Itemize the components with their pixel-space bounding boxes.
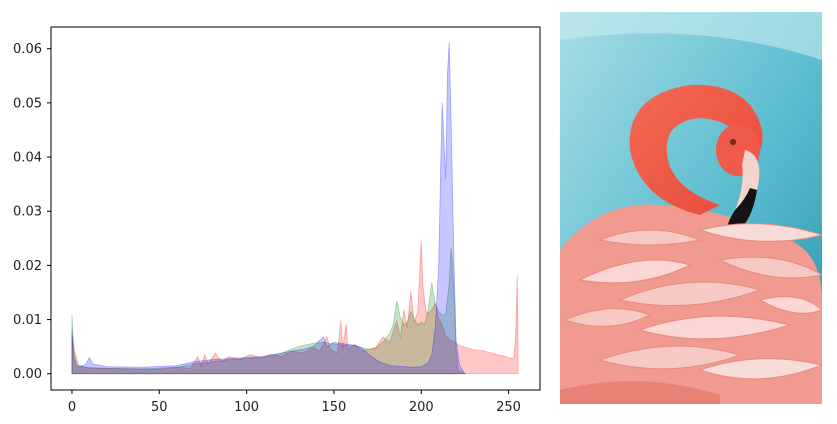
plot-frame (50, 26, 541, 391)
x-tick-label: 250 (496, 400, 521, 415)
flamingo-eye (729, 138, 737, 146)
x-axis: 0 50 100 150 200 250 (68, 390, 521, 415)
y-tick-label: 0.01 (13, 313, 42, 328)
feather-shadow (560, 381, 720, 404)
y-tick-label: 0.05 (13, 96, 42, 111)
y-tick-label: 0.04 (13, 151, 42, 166)
y-tick-label: 0.03 (13, 205, 42, 220)
y-tick-label: 0.02 (13, 259, 42, 274)
y-tick-label: 0.06 (13, 42, 42, 57)
histogram-series-2 (71, 42, 466, 375)
flamingo-neck-icon (629, 84, 763, 215)
feather-group (563, 223, 822, 380)
histogram-chart: 0 50 100 150 200 250 0.00 0.01 0.02 0.03 0.04 0.05… (13, 26, 541, 415)
x-tick-label: 150 (322, 400, 347, 415)
flamingo-photo (560, 12, 822, 404)
x-tick-label: 0 (68, 400, 76, 415)
x-tick-label: 50 (151, 400, 168, 415)
y-tick-label: 0.00 (13, 367, 42, 382)
histogram-series-1 (71, 248, 467, 375)
sky-haze (560, 12, 822, 60)
histogram-series-0 (71, 240, 519, 375)
series-layer (71, 42, 519, 375)
y-axis: 0.00 0.01 0.02 0.03 0.04 0.05 0.06 (13, 42, 51, 382)
x-tick-label: 200 (409, 400, 434, 415)
x-tick-label: 100 (234, 400, 259, 415)
